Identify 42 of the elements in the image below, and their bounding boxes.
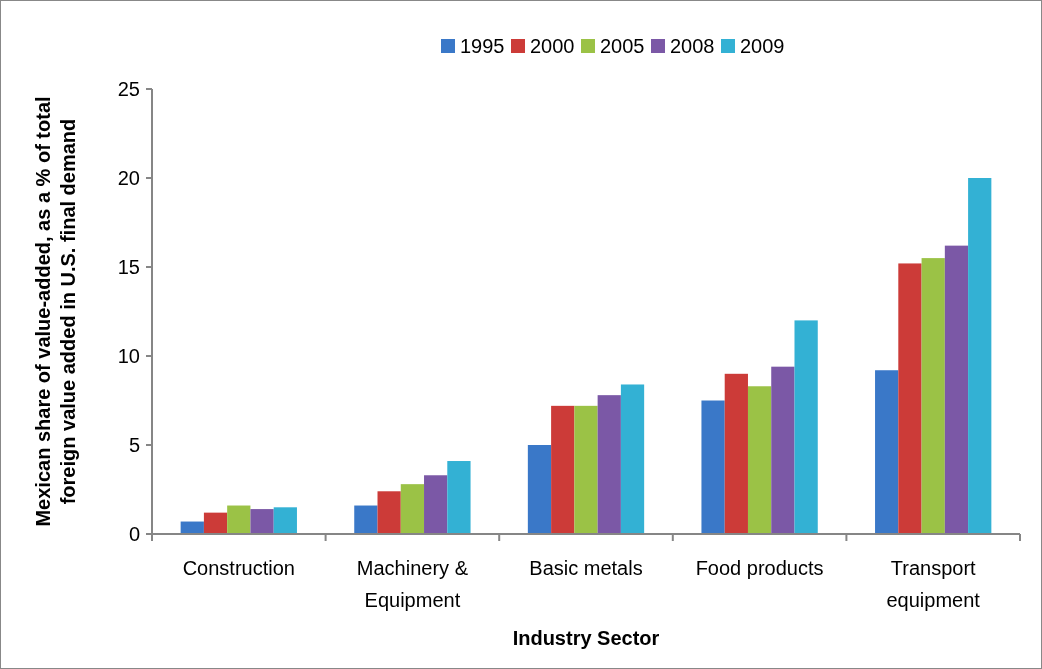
bar [620, 384, 645, 534]
legend-label: 2009 [740, 35, 785, 57]
y-tick-label: 5 [128, 434, 140, 456]
legend-label: 2000 [530, 35, 575, 57]
bar [898, 263, 922, 534]
y-tick-label: 15 [117, 256, 140, 278]
bar [354, 505, 378, 534]
bar [968, 178, 992, 534]
bar [701, 400, 725, 534]
bar [227, 505, 251, 534]
bar [597, 395, 621, 534]
bar [724, 373, 748, 534]
bar [921, 258, 945, 534]
legend-label: 2008 [670, 35, 715, 57]
bar [527, 445, 552, 534]
bar [747, 386, 772, 534]
y-tick-label: 0 [128, 523, 140, 545]
legend-label: 2005 [600, 35, 645, 57]
bar [400, 484, 425, 534]
x-tick-label: Food products [695, 557, 824, 579]
bar [551, 405, 575, 534]
bar [944, 245, 969, 534]
legend-label: 1995 [460, 35, 505, 57]
bar [875, 370, 899, 534]
y-tick-label: 10 [117, 345, 140, 367]
x-tick-label: Machinery & Equipment [356, 557, 469, 611]
bar [424, 475, 448, 534]
bar [794, 320, 818, 534]
bar [574, 405, 598, 534]
x-tick-label: Transport equipment [886, 557, 981, 611]
bar [377, 491, 401, 534]
x-tick-label: Basic metals [529, 557, 643, 579]
bar [250, 509, 274, 534]
bar [203, 512, 228, 534]
bar [771, 366, 795, 534]
x-axis-title: Industry Sector [512, 627, 660, 649]
y-axis-title: Mexican share of value-added, as a % of total foreign value added in U.S. final demand [32, 96, 79, 527]
bar [273, 507, 297, 534]
x-tick-label: Construction [182, 557, 295, 579]
y-tick-label: 20 [117, 167, 140, 189]
y-tick-label: 25 [117, 78, 140, 100]
bar [447, 461, 471, 534]
